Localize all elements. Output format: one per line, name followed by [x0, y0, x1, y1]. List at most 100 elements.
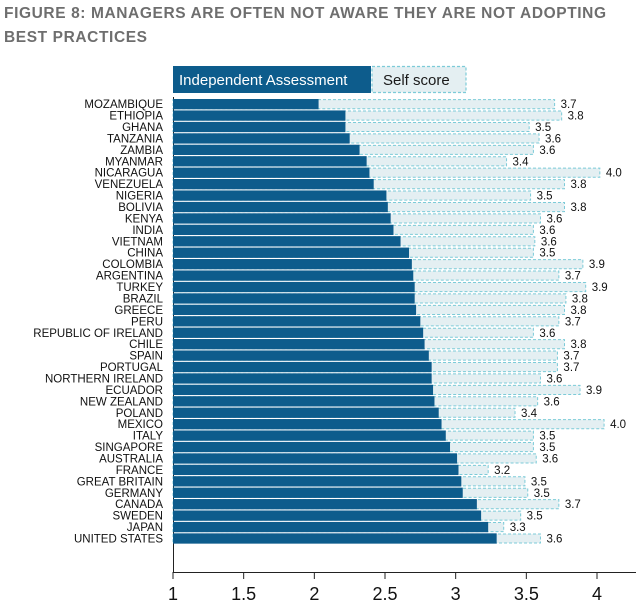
self-score-label: 3.2: [494, 465, 510, 477]
category-label: TANZANIA: [107, 133, 163, 145]
bar-independent-assessment: [173, 361, 432, 373]
x-tick-label: 3: [451, 584, 461, 604]
category-label: CANADA: [115, 499, 163, 511]
legend-swatch-independent-assessment: [173, 66, 371, 93]
category-label: GHANA: [122, 122, 163, 134]
bar-independent-assessment: [173, 510, 482, 521]
bar-independent-assessment: [173, 224, 394, 236]
bar-independent-assessment: [173, 316, 421, 327]
self-score-label: 3.7: [565, 499, 581, 511]
bar-independent-assessment: [173, 441, 451, 453]
bar-independent-assessment: [173, 259, 412, 270]
self-score-label: 3.3: [510, 522, 526, 534]
legend-label-independent-assessment: Independent Assessment: [179, 72, 348, 89]
self-score-label: 3.5: [531, 476, 547, 488]
category-label: NORTHERN IRELAND: [45, 373, 163, 385]
category-label: GREECE: [114, 305, 163, 317]
self-score-label: 3.5: [539, 442, 555, 454]
bar-independent-assessment: [173, 407, 439, 418]
bar-independent-assessment: [173, 373, 432, 384]
category-label: ITALY: [133, 431, 164, 443]
self-score-label: 3.9: [586, 385, 602, 397]
chart-title: FIGURE 8: MANAGERS ARE OFTEN NOT AWARE T…: [4, 5, 607, 46]
self-score-label: 3.8: [570, 339, 586, 351]
bar-independent-assessment: [173, 236, 401, 247]
bar-independent-assessment: [173, 453, 458, 464]
bar-independent-assessment: [173, 156, 367, 167]
category-label: NEW ZEALAND: [80, 396, 163, 408]
self-score-label: 3.7: [563, 351, 579, 363]
category-label: ARGENTINA: [96, 271, 163, 283]
category-label: KENYA: [125, 213, 163, 225]
self-score-label: 3.8: [570, 305, 586, 317]
category-label: TURKEY: [116, 282, 163, 294]
self-score-label: 3.7: [561, 99, 577, 111]
self-score-label: 3.9: [589, 259, 605, 271]
bar-independent-assessment: [173, 533, 497, 544]
category-label: NICARAGUA: [95, 168, 164, 180]
self-score-label: 3.6: [546, 213, 562, 225]
bar-independent-assessment: [173, 167, 370, 178]
self-score-label: 3.8: [572, 293, 588, 305]
self-score-label: 3.5: [535, 122, 551, 134]
category-label: REPUBLIC OF IRELAND: [33, 328, 163, 340]
category-label: SINGAPORE: [95, 442, 164, 454]
bar-independent-assessment: [173, 144, 360, 156]
category-label: JAPAN: [127, 522, 163, 534]
bar-independent-assessment: [173, 487, 463, 498]
bar-independent-assessment: [173, 281, 415, 293]
bar-independent-assessment: [173, 464, 459, 476]
bar-independent-assessment: [173, 247, 410, 258]
category-label: POLAND: [116, 408, 163, 420]
self-score-label: 3.6: [539, 145, 555, 157]
legend-swatch-self-score: [371, 65, 467, 94]
category-label: INDIA: [132, 225, 163, 237]
category-label: BOLIVIA: [118, 202, 163, 214]
category-label: ECUADOR: [105, 385, 163, 397]
bar-independent-assessment: [173, 179, 374, 190]
bar-independent-assessment: [173, 133, 350, 144]
bar-independent-assessment: [173, 293, 415, 304]
category-label: CHINA: [127, 248, 163, 260]
self-score-label: 3.6: [546, 373, 562, 385]
category-label: GREAT BRITAIN: [77, 476, 163, 488]
self-score-label: 3.7: [565, 271, 581, 283]
self-score-label: 3.8: [570, 202, 586, 214]
self-score-label: 4.0: [610, 419, 626, 431]
category-label: CHILE: [129, 339, 163, 351]
x-tick-label: 1: [168, 584, 178, 604]
self-score-label: 3.6: [544, 396, 560, 408]
self-score-label: 3.9: [592, 282, 608, 294]
legend-label-self-score: Self score: [383, 72, 450, 89]
bar-independent-assessment: [173, 201, 388, 213]
self-score-label: 3.8: [570, 179, 586, 191]
category-label: GERMANY: [105, 488, 163, 500]
category-label: UNITED STATES: [74, 533, 163, 545]
self-score-label: 3.5: [527, 511, 543, 523]
self-score-label: 3.5: [539, 431, 555, 443]
self-score-label: 3.6: [539, 328, 555, 340]
bar-independent-assessment: [173, 327, 424, 338]
category-label: PORTUGAL: [100, 362, 164, 374]
self-score-label: 3.5: [534, 488, 550, 500]
x-tick-label: 2.5: [372, 584, 397, 604]
self-score-label: 3.8: [568, 111, 584, 123]
category-label: MYANMAR: [105, 156, 163, 168]
category-label: BRAZIL: [123, 293, 164, 305]
bar-independent-assessment: [173, 110, 346, 121]
self-score-label: 4.0: [606, 168, 622, 180]
self-score-label: 3.7: [565, 316, 581, 328]
bar-independent-assessment: [173, 350, 429, 361]
bar-independent-assessment: [173, 430, 446, 441]
category-label: AUSTRALIA: [99, 453, 163, 465]
x-tick-label: 3.5: [514, 584, 539, 604]
bar-independent-assessment: [173, 99, 319, 110]
self-score-label: 3.6: [545, 133, 561, 145]
self-score-label: 3.7: [563, 362, 579, 374]
category-label: VIETNAM: [112, 236, 163, 248]
bar-independent-assessment: [173, 419, 442, 430]
bar-independent-assessment: [173, 213, 391, 224]
bar-independent-assessment: [173, 384, 434, 396]
bar-independent-assessment: [173, 190, 387, 201]
